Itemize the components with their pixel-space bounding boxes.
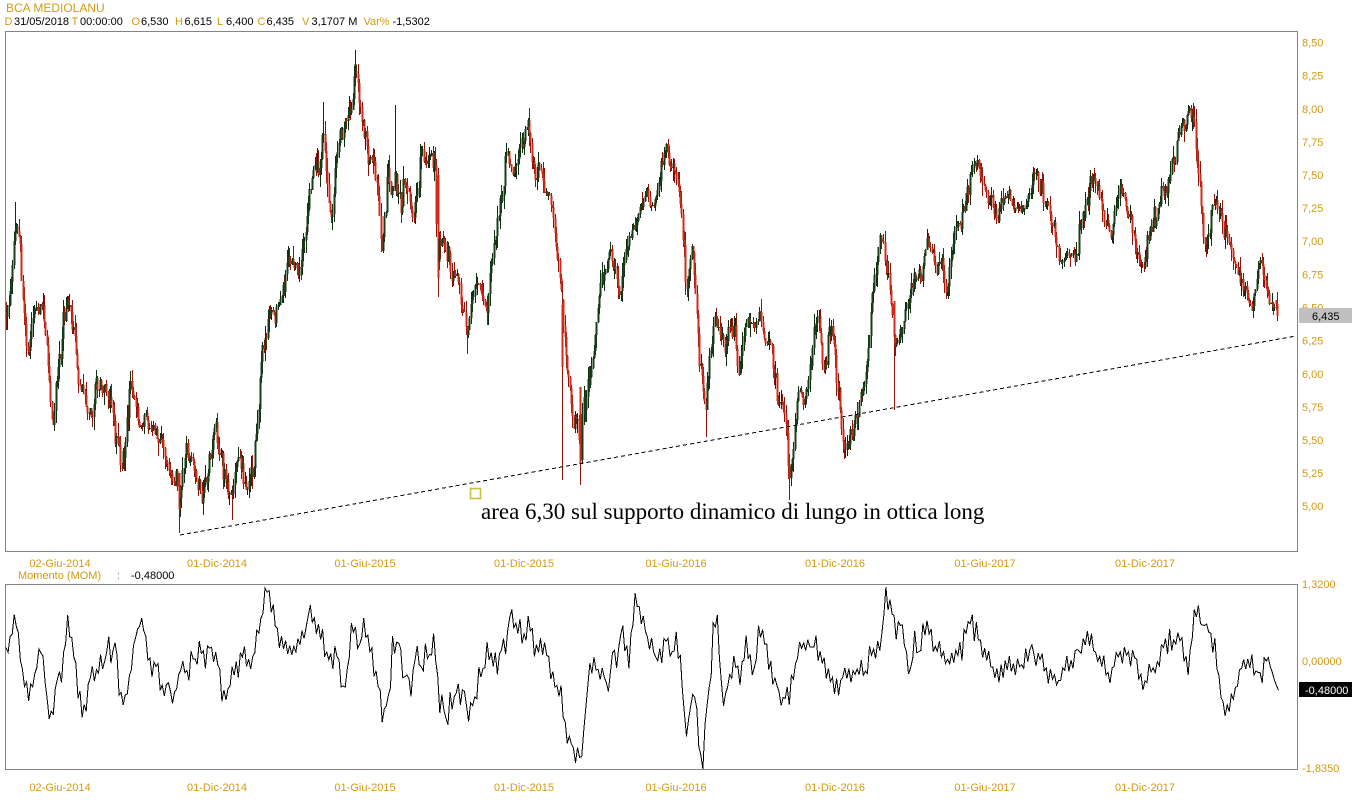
- svg-text:8,50: 8,50: [1302, 38, 1323, 50]
- svg-text:H: H: [175, 16, 183, 28]
- svg-text:6,00: 6,00: [1302, 369, 1323, 381]
- svg-text::: :: [117, 570, 120, 582]
- svg-text:7,50: 7,50: [1302, 170, 1323, 182]
- svg-text:6,435: 6,435: [1312, 311, 1340, 323]
- svg-text:8,25: 8,25: [1302, 71, 1323, 83]
- svg-text:6,530: 6,530: [141, 16, 169, 28]
- svg-text:5,00: 5,00: [1302, 501, 1323, 513]
- svg-text:T: T: [72, 16, 79, 28]
- svg-text:BCA MEDIOLANU: BCA MEDIOLANU: [6, 1, 105, 15]
- svg-text:-1,8350: -1,8350: [1302, 763, 1339, 775]
- svg-text:6,75: 6,75: [1302, 269, 1323, 281]
- svg-text:1,3200: 1,3200: [1302, 579, 1336, 591]
- svg-text:-0,48000: -0,48000: [131, 570, 174, 582]
- svg-text:5,75: 5,75: [1302, 402, 1323, 414]
- svg-text:area 6,30 sul supporto dinamic: area 6,30 sul supporto dinamico di lungo…: [481, 499, 985, 524]
- svg-text:01-Dic-2017: 01-Dic-2017: [1115, 558, 1175, 570]
- svg-text:D: D: [5, 16, 13, 28]
- svg-text:Momento (MOM): Momento (MOM): [18, 570, 101, 582]
- svg-text:6,435: 6,435: [267, 16, 295, 28]
- svg-text:Var%: Var%: [364, 16, 390, 28]
- svg-text:00:00:00: 00:00:00: [80, 16, 123, 28]
- svg-text:01-Dic-2014: 01-Dic-2014: [187, 558, 247, 570]
- svg-text:O: O: [132, 16, 141, 28]
- svg-text:01-Dic-2015: 01-Dic-2015: [494, 782, 554, 794]
- svg-text:5,25: 5,25: [1302, 468, 1323, 480]
- svg-text:C: C: [258, 16, 266, 28]
- svg-text:-1,5302: -1,5302: [393, 16, 430, 28]
- svg-text:01-Giu-2016: 01-Giu-2016: [645, 782, 706, 794]
- svg-text:01-Dic-2014: 01-Dic-2014: [187, 782, 247, 794]
- svg-text:01-Giu-2015: 01-Giu-2015: [334, 782, 395, 794]
- svg-text:01-Dic-2016: 01-Dic-2016: [805, 558, 865, 570]
- svg-text:6,615: 6,615: [185, 16, 213, 28]
- svg-text:31/05/2018: 31/05/2018: [14, 16, 69, 28]
- svg-text:01-Giu-2016: 01-Giu-2016: [645, 558, 706, 570]
- svg-text:01-Dic-2015: 01-Dic-2015: [494, 558, 554, 570]
- svg-text:01-Giu-2017: 01-Giu-2017: [954, 782, 1015, 794]
- svg-text:01-Dic-2016: 01-Dic-2016: [805, 782, 865, 794]
- svg-text:6,400: 6,400: [226, 16, 254, 28]
- svg-text:0,00000: 0,00000: [1302, 656, 1342, 668]
- svg-text:02-Giu-2014: 02-Giu-2014: [29, 782, 90, 794]
- svg-text:02-Giu-2014: 02-Giu-2014: [29, 558, 90, 570]
- svg-text:01-Giu-2017: 01-Giu-2017: [954, 558, 1015, 570]
- svg-text:01-Giu-2015: 01-Giu-2015: [334, 558, 395, 570]
- svg-text:V: V: [302, 16, 310, 28]
- svg-text:L: L: [217, 16, 223, 28]
- svg-text:7,25: 7,25: [1302, 203, 1323, 215]
- svg-text:5,50: 5,50: [1302, 435, 1323, 447]
- svg-text:01-Dic-2017: 01-Dic-2017: [1115, 782, 1175, 794]
- svg-text:-0,48000: -0,48000: [1305, 685, 1348, 697]
- svg-text:8,00: 8,00: [1302, 104, 1323, 116]
- svg-text:7,75: 7,75: [1302, 137, 1323, 149]
- svg-text:3,1707 M: 3,1707 M: [312, 16, 358, 28]
- svg-text:7,00: 7,00: [1302, 236, 1323, 248]
- svg-text:6,25: 6,25: [1302, 336, 1323, 348]
